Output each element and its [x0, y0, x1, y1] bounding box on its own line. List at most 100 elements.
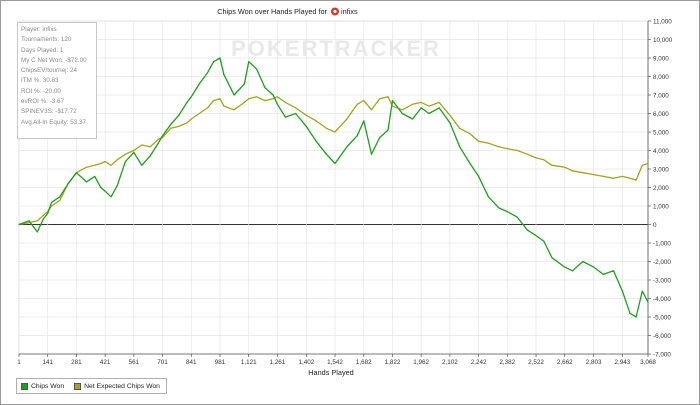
data-point: [264, 100, 266, 102]
data-point: [478, 140, 480, 142]
data-point: [149, 155, 151, 157]
data-point: [602, 273, 604, 275]
data-point: [206, 107, 209, 109]
data-point: [401, 112, 403, 115]
data-point: [124, 153, 126, 155]
chart-title-player: infixs: [341, 7, 358, 16]
data-point: [36, 231, 38, 233]
x-tick-label: 701: [157, 359, 168, 366]
data-point: [276, 103, 278, 105]
x-tick-label: 141: [42, 359, 53, 366]
data-point: [213, 100, 215, 102]
x-tick-label: 1,402: [298, 359, 314, 366]
series-line-chips-won: [18, 57, 649, 318]
stat-net-won: My C Net Won: -$72.00: [21, 56, 87, 64]
data-point: [233, 94, 235, 96]
y-tick-label: -2,000: [653, 259, 671, 266]
data-point: [256, 96, 258, 98]
data-point: [178, 114, 180, 116]
data-point: [141, 164, 143, 166]
data-point: [157, 142, 159, 144]
data-point: [401, 109, 403, 111]
y-tick-label: -7,000: [653, 351, 671, 358]
data-point: [551, 257, 553, 259]
data-point: [248, 98, 250, 100]
data-point: [356, 103, 358, 105]
x-tick-label: 2,102: [442, 359, 458, 366]
data-point: [85, 181, 88, 183]
data-point: [47, 212, 49, 214]
data-point: [243, 101, 245, 103]
data-point: [305, 114, 307, 116]
x-tick-label: 1,121: [241, 359, 257, 366]
data-point: [428, 105, 430, 107]
data-point: [526, 229, 529, 231]
data-point: [170, 127, 172, 129]
data-point: [593, 174, 595, 176]
stat-days-played: Days Played: 1: [21, 46, 64, 54]
data-point: [535, 157, 537, 159]
data-point: [157, 138, 159, 140]
x-axis-label: Hands Played: [308, 368, 353, 377]
data-point: [315, 140, 317, 142]
chart-legend: Chips Won Net Expected Chips Won: [16, 378, 167, 394]
data-point: [334, 162, 336, 165]
data-point: [104, 190, 106, 192]
x-tick-label: 2,242: [471, 359, 487, 366]
y-tick-label: 11,000: [653, 18, 672, 25]
data-point: [170, 124, 172, 126]
y-tick-label: -5,000: [653, 314, 671, 321]
data-point: [379, 98, 381, 100]
data-point: [363, 120, 365, 122]
data-point: [59, 199, 61, 201]
player-stats-box: Player: infixs Tournaments: 120 Days Pla…: [17, 22, 97, 139]
data-point: [564, 166, 566, 168]
data-point: [325, 127, 327, 129]
x-tick-label: 1,261: [270, 359, 286, 366]
data-point: [535, 235, 537, 237]
data-point: [243, 83, 245, 85]
data-point: [356, 135, 358, 137]
legend-item-chips-won[interactable]: Chips Won: [21, 382, 65, 390]
data-point: [190, 118, 192, 120]
data-point: [198, 83, 200, 85]
y-tick-label: 6,000: [653, 111, 669, 118]
y-tick-label: 7,000: [653, 92, 669, 99]
data-point: [438, 107, 440, 109]
data-point: [469, 133, 471, 135]
data-point: [28, 222, 30, 224]
data-point: [487, 142, 489, 144]
data-point: [629, 312, 631, 314]
data-point: [571, 170, 574, 172]
data-point: [449, 114, 451, 116]
data-point: [219, 57, 221, 59]
stat-ev-roi: evROI %: -3.67: [21, 98, 65, 106]
legend-label: Net Expected Chips Won: [84, 382, 160, 390]
x-tick-label: 1,962: [413, 359, 429, 366]
data-point: [593, 266, 595, 268]
data-point: [219, 98, 221, 100]
y-tick-label: -3,000: [653, 277, 671, 284]
data-point: [346, 146, 348, 148]
data-point: [116, 159, 118, 161]
data-point: [635, 179, 637, 181]
y-tick-label: 1,000: [653, 203, 669, 210]
data-point: [100, 162, 102, 165]
data-point: [36, 220, 38, 222]
x-tick-label: 2,803: [586, 359, 602, 366]
data-point: [420, 107, 422, 109]
data-point: [223, 74, 225, 76]
x-tick-label: 841: [186, 359, 197, 366]
legend-item-net-expected[interactable]: Net Expected Chips Won: [74, 382, 160, 390]
chart-title: Chips Won over Hands Played for: [217, 7, 327, 16]
data-point: [284, 116, 286, 118]
data-point: [543, 240, 545, 242]
data-point: [213, 61, 215, 63]
stat-spinev: SPINEV3S: -$17.72: [21, 108, 77, 116]
stat-itm: ITM %: 30.83: [21, 77, 59, 85]
y-tick-label: 8,000: [653, 74, 669, 81]
data-point: [449, 122, 451, 124]
legend-label: Chips Won: [31, 382, 65, 390]
data-point: [133, 151, 135, 153]
